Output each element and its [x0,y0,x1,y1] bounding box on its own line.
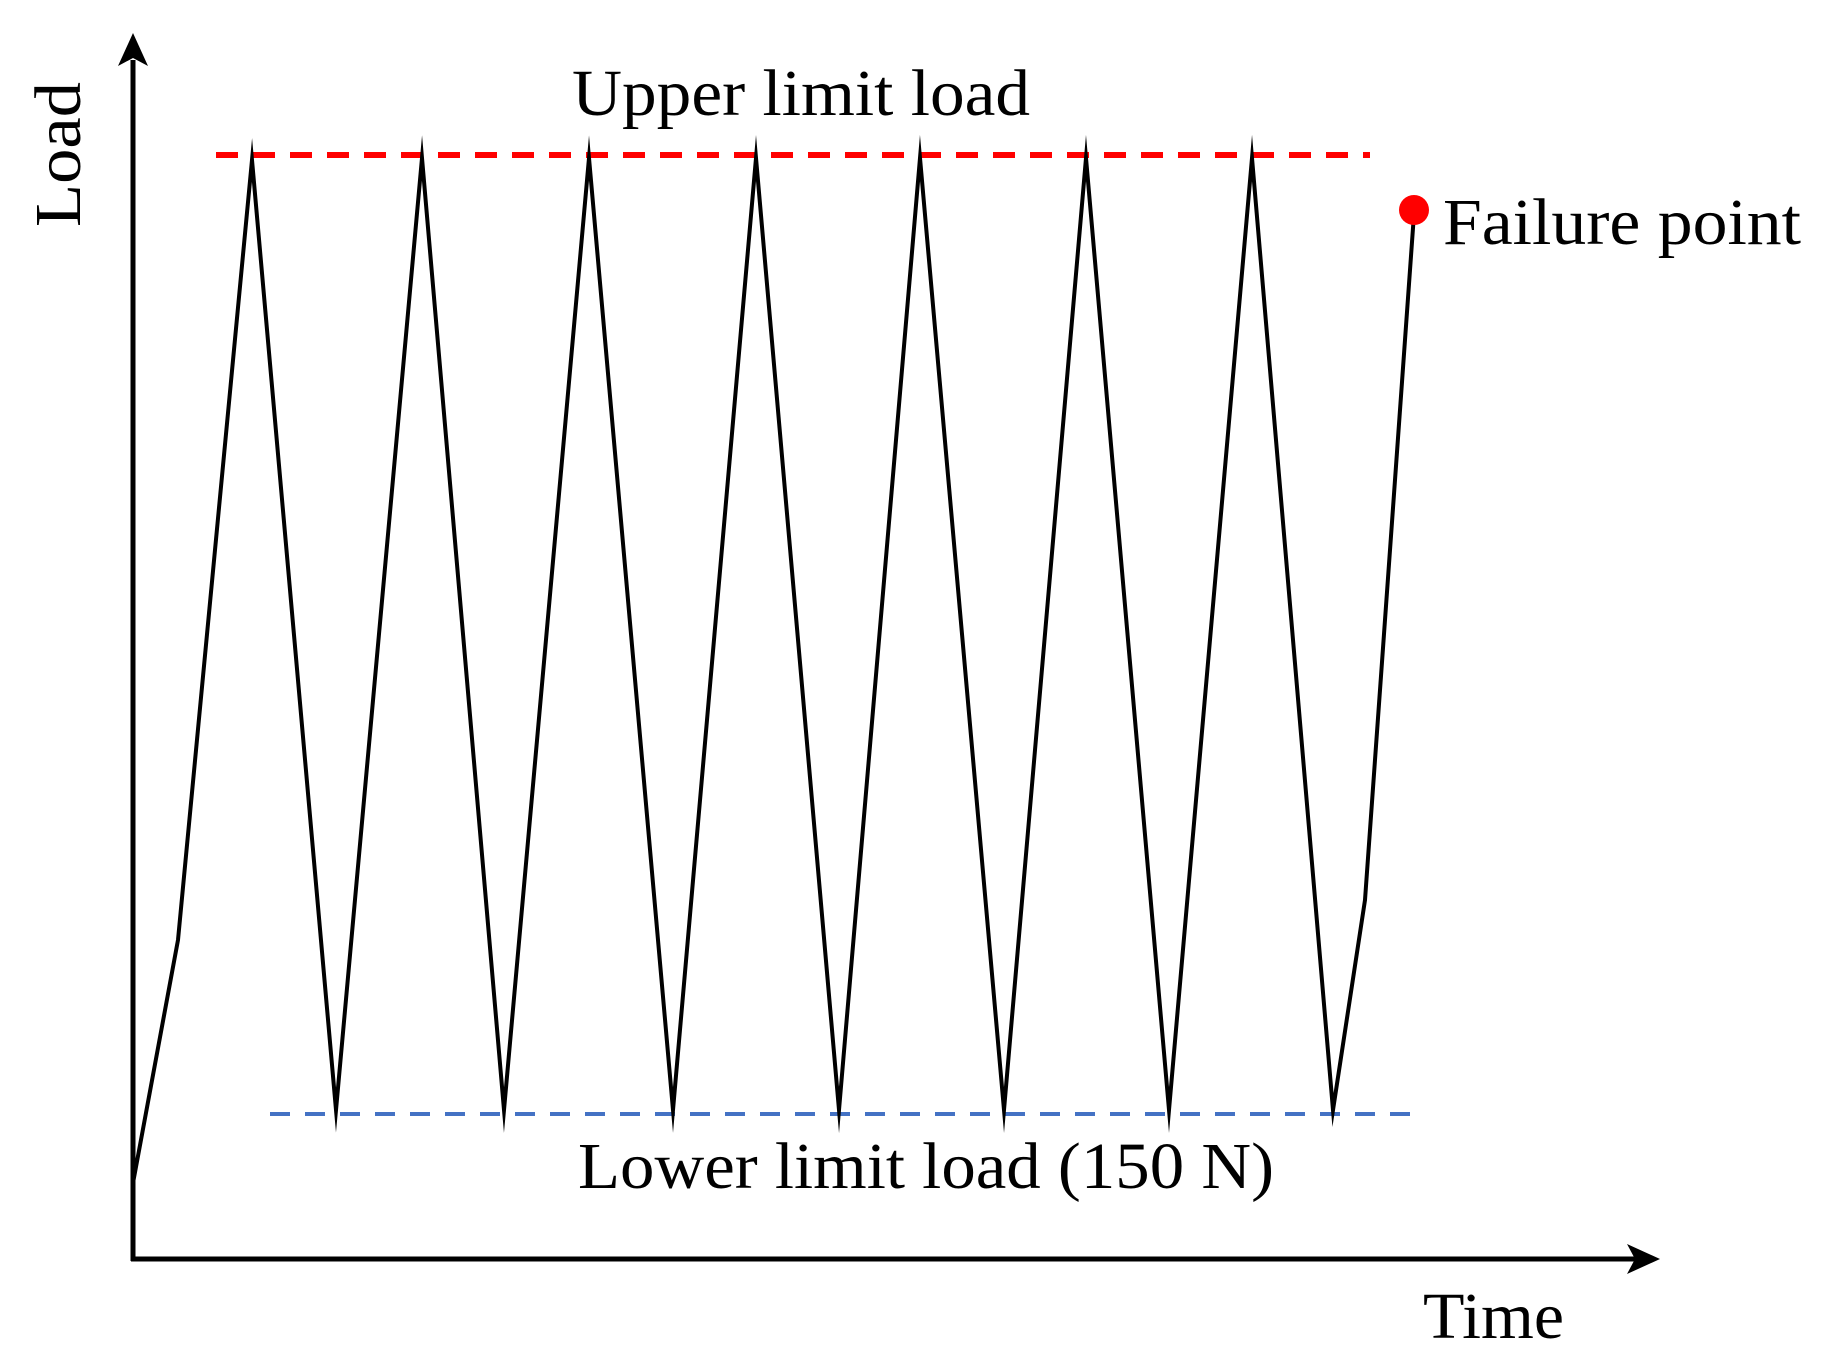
failure-point-marker [1399,195,1429,225]
failure-point-label: Failure point [1443,186,1801,259]
load-curve [131,134,1416,1184]
x-axis-arrow-icon [1627,1244,1660,1274]
x-axis-label: Time [1423,1280,1564,1353]
y-axis-label: Load [22,82,95,227]
lower-limit-label: Lower limit load (150 N) [578,1130,1274,1203]
upper-limit-label: Upper limit load [572,57,1030,130]
y-axis-arrow-icon [118,33,148,66]
